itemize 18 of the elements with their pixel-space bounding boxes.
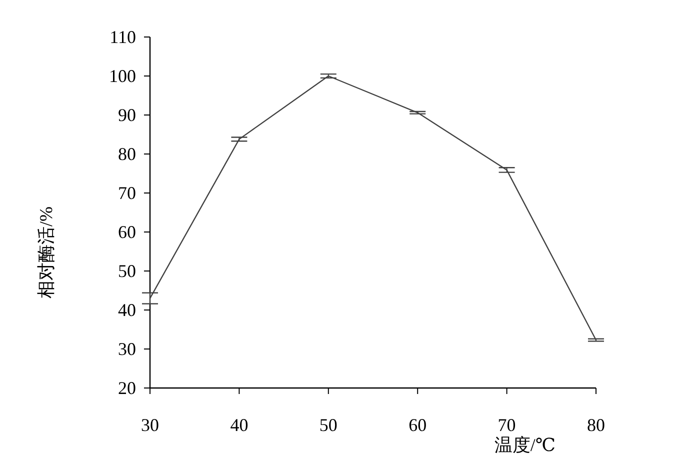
y-tick-label: 40 — [118, 300, 136, 320]
y-tick-label: 70 — [118, 183, 136, 203]
x-tick-label: 30 — [141, 415, 159, 435]
x-tick-label: 40 — [230, 415, 248, 435]
y-tick-label: 30 — [118, 339, 136, 359]
x-tick-label: 70 — [498, 415, 516, 435]
y-tick-label: 60 — [118, 222, 136, 242]
y-tick-label: 50 — [118, 261, 136, 281]
y-tick-label: 110 — [110, 27, 136, 47]
y-tick-label: 80 — [118, 144, 136, 164]
y-tick-label: 20 — [118, 378, 136, 398]
x-tick-label: 60 — [408, 415, 427, 435]
y-axis-title: 相对酶活/% — [36, 206, 56, 298]
x-tick-label: 50 — [319, 415, 338, 435]
y-tick-label: 100 — [109, 66, 136, 86]
y-tick-label: 90 — [118, 105, 136, 125]
x-tick-label: 80 — [587, 415, 605, 435]
x-axis-title: 温度/℃ — [494, 435, 556, 455]
